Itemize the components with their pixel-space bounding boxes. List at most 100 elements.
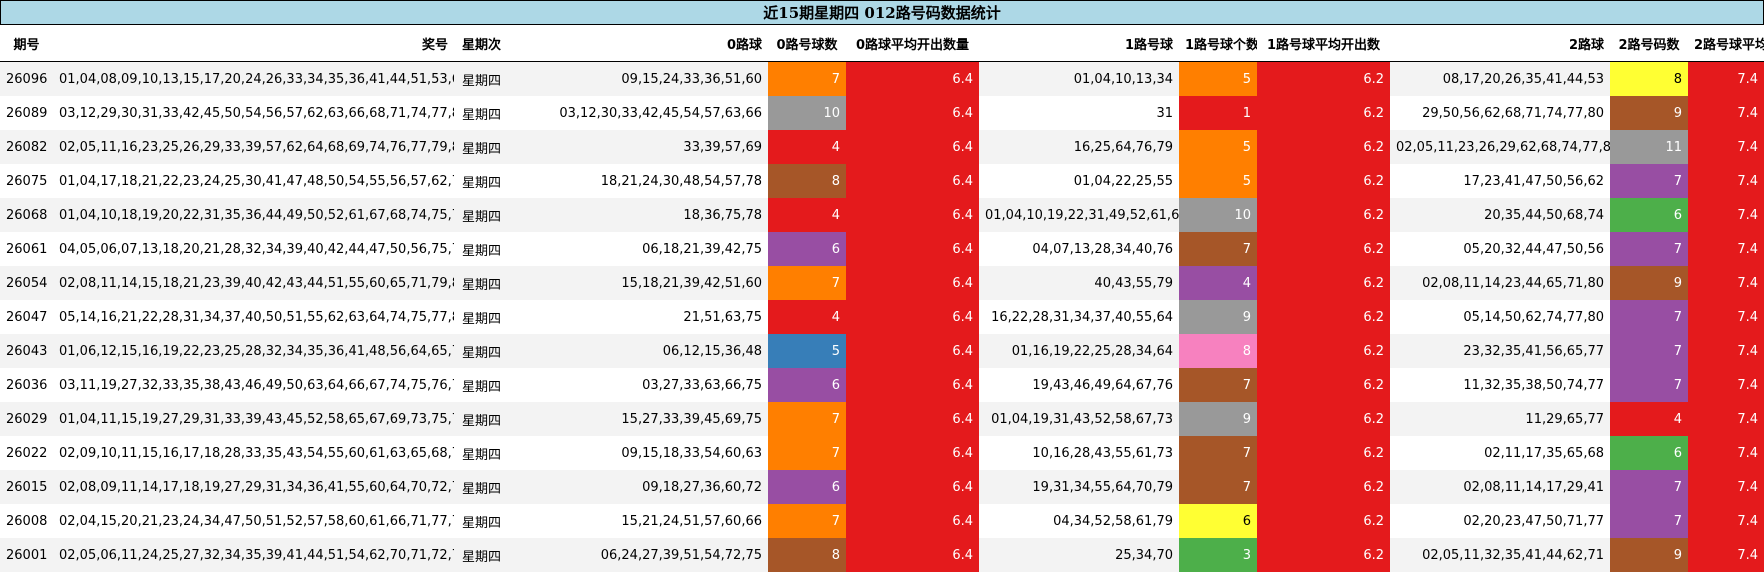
weekday-cell: 星期四	[454, 96, 509, 130]
route2-balls-cell: 11,29,65,77	[1390, 402, 1610, 436]
route0-count-cell: 7	[768, 61, 846, 96]
route0-avg-cell: 6.4	[846, 436, 979, 470]
header-route2-balls: 2路球	[1390, 25, 1610, 62]
table-row: 26082 02,05,11,16,23,25,26,29,33,39,57,62…	[0, 130, 1764, 164]
route2-count-cell: 8	[1610, 61, 1688, 96]
header-numbers: 奖号	[53, 25, 454, 62]
route2-balls-cell: 20,35,44,50,68,74	[1390, 198, 1610, 232]
route0-count-cell: 10	[768, 96, 846, 130]
numbers-cell: 01,04,08,09,10,13,15,17,20,24,26,33,34,3…	[53, 61, 454, 96]
route0-avg-cell: 6.4	[846, 538, 979, 572]
numbers-cell: 01,06,12,15,16,19,22,23,25,28,32,34,35,3…	[53, 334, 454, 368]
route1-balls-cell: 16,22,28,31,34,37,40,55,64	[979, 300, 1179, 334]
numbers-cell: 05,14,16,21,22,28,31,34,37,40,50,51,55,6…	[53, 300, 454, 334]
header-weekday: 星期次	[454, 25, 509, 62]
route0-avg-cell: 6.4	[846, 470, 979, 504]
route0-avg-cell: 6.4	[846, 266, 979, 300]
route0-avg-cell: 6.4	[846, 504, 979, 538]
issue-cell: 26047	[0, 300, 53, 334]
route1-count-cell: 7	[1179, 232, 1257, 266]
route1-avg-cell: 6.2	[1257, 130, 1390, 164]
route1-avg-cell: 6.2	[1257, 232, 1390, 266]
table-row: 26068 01,04,10,18,19,20,22,31,35,36,44,49…	[0, 198, 1764, 232]
weekday-cell: 星期四	[454, 266, 509, 300]
route0-count-cell: 7	[768, 436, 846, 470]
issue-cell: 26096	[0, 61, 53, 96]
route0-avg-cell: 6.4	[846, 96, 979, 130]
route0-avg-cell: 6.4	[846, 402, 979, 436]
numbers-cell: 02,04,15,20,21,23,24,34,47,50,51,52,57,5…	[53, 504, 454, 538]
numbers-cell: 03,11,19,27,32,33,35,38,43,46,49,50,63,6…	[53, 368, 454, 402]
route2-avg-cell: 7.4	[1688, 300, 1764, 334]
table-row: 26047 05,14,16,21,22,28,31,34,37,40,50,51…	[0, 300, 1764, 334]
route0-avg-cell: 6.4	[846, 300, 979, 334]
table-row: 26015 02,08,09,11,14,17,18,19,27,29,31,34…	[0, 470, 1764, 504]
route2-balls-cell: 29,50,56,62,68,71,74,77,80	[1390, 96, 1610, 130]
route0-balls-cell: 33,39,57,69	[509, 130, 768, 164]
route2-avg-cell: 7.4	[1688, 402, 1764, 436]
route1-count-cell: 8	[1179, 334, 1257, 368]
route2-balls-cell: 23,32,35,41,56,65,77	[1390, 334, 1610, 368]
weekday-cell: 星期四	[454, 61, 509, 96]
route2-balls-cell: 02,05,11,23,26,29,62,68,74,77,80	[1390, 130, 1610, 164]
route1-balls-cell: 19,43,46,49,64,67,76	[979, 368, 1179, 402]
route2-avg-cell: 7.4	[1688, 61, 1764, 96]
route2-balls-cell: 08,17,20,26,35,41,44,53	[1390, 61, 1610, 96]
route0-balls-cell: 18,36,75,78	[509, 198, 768, 232]
route2-count-cell: 6	[1610, 436, 1688, 470]
route2-count-cell: 7	[1610, 164, 1688, 198]
route1-avg-cell: 6.2	[1257, 470, 1390, 504]
route1-balls-cell: 10,16,28,43,55,61,73	[979, 436, 1179, 470]
route0-balls-cell: 03,27,33,63,66,75	[509, 368, 768, 402]
route1-avg-cell: 6.2	[1257, 61, 1390, 96]
route1-count-cell: 1	[1179, 96, 1257, 130]
weekday-cell: 星期四	[454, 504, 509, 538]
table-row: 26054 02,08,11,14,15,18,21,23,39,40,42,43…	[0, 266, 1764, 300]
header-row: 期号 奖号 星期次 0路球 0路号球数 0路球平均开出数量 1路号球 1路号球个…	[0, 25, 1764, 62]
route0-count-cell: 7	[768, 266, 846, 300]
numbers-cell: 03,12,29,30,31,33,42,45,50,54,56,57,62,6…	[53, 96, 454, 130]
route2-balls-cell: 17,23,41,47,50,56,62	[1390, 164, 1610, 198]
route1-avg-cell: 6.2	[1257, 402, 1390, 436]
route1-balls-cell: 19,31,34,55,64,70,79	[979, 470, 1179, 504]
route0-count-cell: 4	[768, 198, 846, 232]
route2-count-cell: 7	[1610, 300, 1688, 334]
route2-avg-cell: 7.4	[1688, 368, 1764, 402]
route2-avg-cell: 7.4	[1688, 198, 1764, 232]
issue-cell: 26082	[0, 130, 53, 164]
route0-count-cell: 7	[768, 504, 846, 538]
weekday-cell: 星期四	[454, 198, 509, 232]
table-row: 26096 01,04,08,09,10,13,15,17,20,24,26,33…	[0, 61, 1764, 96]
route1-balls-cell: 16,25,64,76,79	[979, 130, 1179, 164]
route1-avg-cell: 6.2	[1257, 504, 1390, 538]
route0-count-cell: 7	[768, 402, 846, 436]
route2-avg-cell: 7.4	[1688, 334, 1764, 368]
route0-count-cell: 4	[768, 130, 846, 164]
route0-balls-cell: 06,24,27,39,51,54,72,75	[509, 538, 768, 572]
table-row: 26061 04,05,06,07,13,18,20,21,28,32,34,39…	[0, 232, 1764, 266]
route2-avg-cell: 7.4	[1688, 436, 1764, 470]
numbers-cell: 01,04,11,15,19,27,29,31,33,39,43,45,52,5…	[53, 402, 454, 436]
route0-count-cell: 6	[768, 368, 846, 402]
route0-balls-cell: 06,18,21,39,42,75	[509, 232, 768, 266]
header-route0-balls: 0路球	[509, 25, 768, 62]
weekday-cell: 星期四	[454, 130, 509, 164]
route0-balls-cell: 18,21,24,30,48,54,57,78	[509, 164, 768, 198]
route0-count-cell: 4	[768, 300, 846, 334]
issue-cell: 26054	[0, 266, 53, 300]
table-row: 26043 01,06,12,15,16,19,22,23,25,28,32,34…	[0, 334, 1764, 368]
weekday-cell: 星期四	[454, 232, 509, 266]
route1-balls-cell: 40,43,55,79	[979, 266, 1179, 300]
table-title: 近15期星期四 012路号码数据统计	[0, 0, 1764, 25]
route1-balls-cell: 04,34,52,58,61,79	[979, 504, 1179, 538]
route0-avg-cell: 6.4	[846, 334, 979, 368]
route1-count-cell: 6	[1179, 504, 1257, 538]
route1-avg-cell: 6.2	[1257, 538, 1390, 572]
route1-balls-cell: 04,07,13,28,34,40,76	[979, 232, 1179, 266]
route1-avg-cell: 6.2	[1257, 198, 1390, 232]
numbers-cell: 02,08,09,11,14,17,18,19,27,29,31,34,36,4…	[53, 470, 454, 504]
route2-count-cell: 7	[1610, 470, 1688, 504]
numbers-cell: 02,05,11,16,23,25,26,29,33,39,57,62,64,6…	[53, 130, 454, 164]
header-issue: 期号	[0, 25, 53, 62]
